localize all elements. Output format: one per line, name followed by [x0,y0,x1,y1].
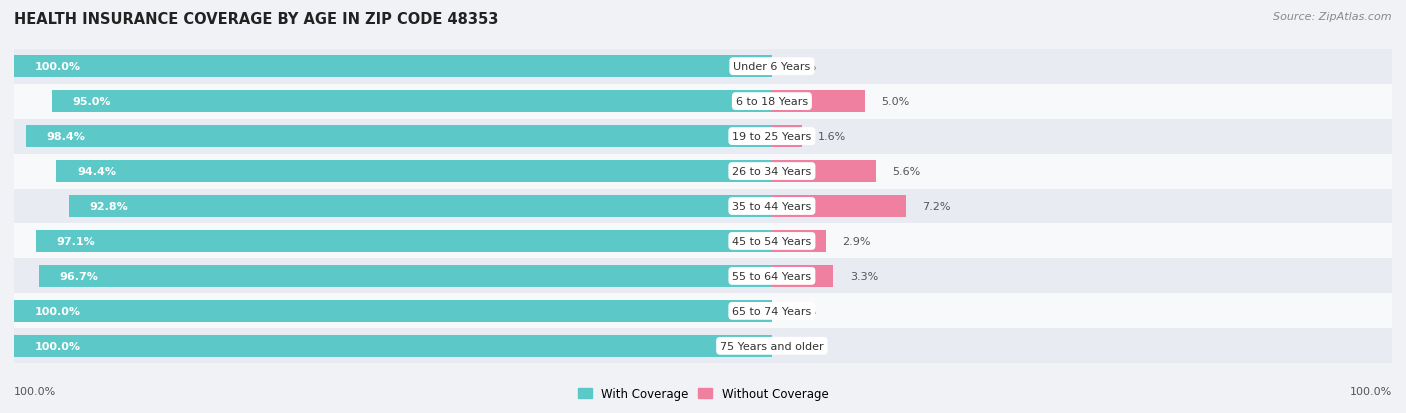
Text: 6 to 18 Years: 6 to 18 Years [735,97,808,107]
Bar [56,161,772,183]
Text: 92.8%: 92.8% [90,202,128,211]
Bar [14,259,1392,294]
Text: 35 to 44 Years: 35 to 44 Years [733,202,811,211]
Text: 100.0%: 100.0% [35,306,80,316]
Bar [14,84,1392,119]
Bar [14,56,772,78]
Bar [772,196,905,217]
Bar [14,119,1392,154]
Bar [772,161,876,183]
Bar [772,91,865,113]
Text: 19 to 25 Years: 19 to 25 Years [733,132,811,142]
Text: 0.0%: 0.0% [789,62,817,72]
Bar [14,189,1392,224]
Text: 5.0%: 5.0% [882,97,910,107]
Bar [14,224,1392,259]
Text: 55 to 64 Years: 55 to 64 Years [733,271,811,281]
Bar [27,126,772,147]
Text: 100.0%: 100.0% [1350,387,1392,396]
Bar [37,230,772,252]
Bar [69,196,772,217]
Text: 75 Years and older: 75 Years and older [720,341,824,351]
Text: 0.0%: 0.0% [789,306,817,316]
Bar [14,329,1392,363]
Text: 100.0%: 100.0% [35,62,80,72]
Text: 2.9%: 2.9% [842,236,870,247]
Text: 98.4%: 98.4% [46,132,86,142]
Text: 97.1%: 97.1% [56,236,96,247]
Legend: With Coverage, Without Coverage: With Coverage, Without Coverage [572,382,834,405]
Bar [14,154,1392,189]
Text: 100.0%: 100.0% [35,341,80,351]
Text: 65 to 74 Years: 65 to 74 Years [733,306,811,316]
Text: 5.6%: 5.6% [893,166,921,177]
Text: 94.4%: 94.4% [77,166,117,177]
Bar [52,91,772,113]
Bar [14,300,772,322]
Bar [14,335,772,357]
Text: 0.0%: 0.0% [789,341,817,351]
Bar [772,126,801,147]
Text: 7.2%: 7.2% [922,202,950,211]
Text: 95.0%: 95.0% [73,97,111,107]
Text: 26 to 34 Years: 26 to 34 Years [733,166,811,177]
Text: 3.3%: 3.3% [849,271,879,281]
Text: 45 to 54 Years: 45 to 54 Years [733,236,811,247]
Bar [14,50,1392,84]
Text: HEALTH INSURANCE COVERAGE BY AGE IN ZIP CODE 48353: HEALTH INSURANCE COVERAGE BY AGE IN ZIP … [14,12,499,27]
Bar [14,294,1392,329]
Text: Under 6 Years: Under 6 Years [734,62,810,72]
Bar [772,266,834,287]
Bar [39,266,772,287]
Text: 1.6%: 1.6% [818,132,846,142]
Text: 96.7%: 96.7% [59,271,98,281]
Bar [772,230,825,252]
Text: Source: ZipAtlas.com: Source: ZipAtlas.com [1274,12,1392,22]
Text: 100.0%: 100.0% [14,387,56,396]
